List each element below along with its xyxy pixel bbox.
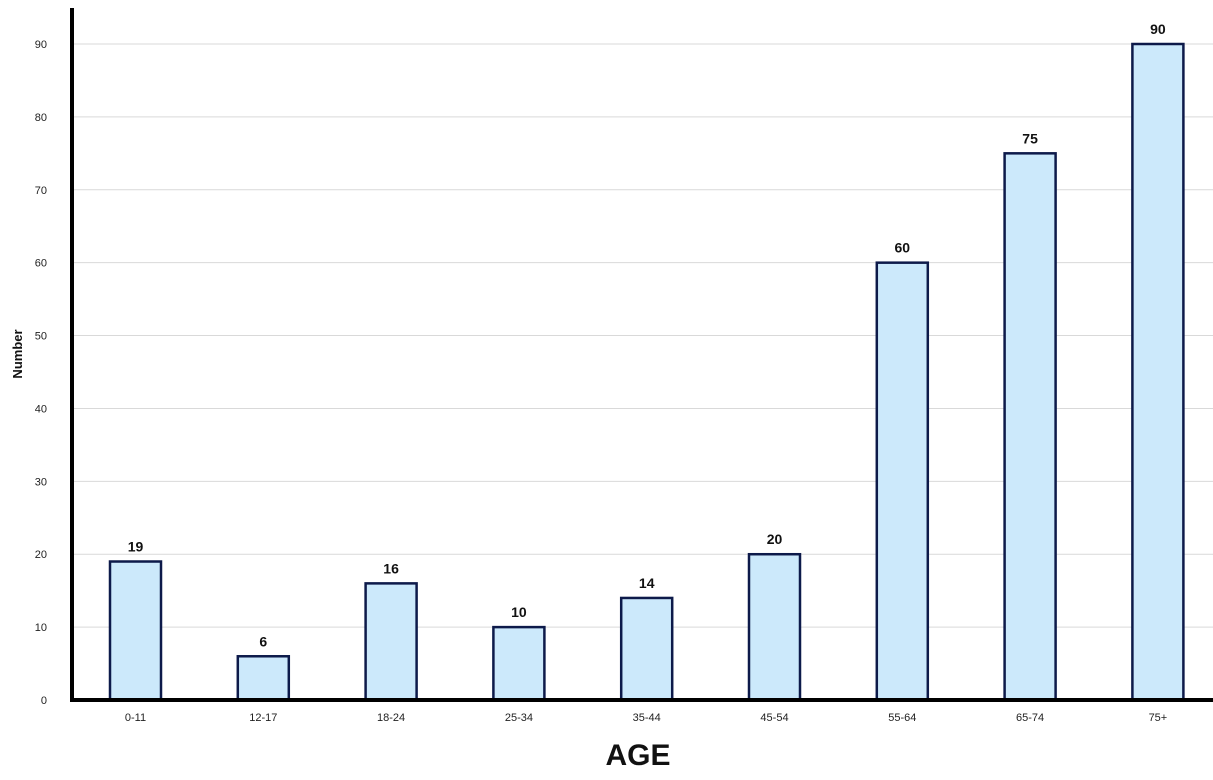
x-tick-label: 18-24 xyxy=(377,712,405,724)
value-label: 6 xyxy=(259,633,267,649)
bar-25-34 xyxy=(492,625,546,702)
y-tick-label: 80 xyxy=(35,112,47,124)
value-label: 20 xyxy=(767,531,783,547)
bar-55-64 xyxy=(875,261,930,702)
bar-65-74 xyxy=(1003,152,1057,702)
x-tick-label: 45-54 xyxy=(760,712,788,724)
y-axis-title: Number xyxy=(10,329,25,378)
bar-75+ xyxy=(1131,42,1185,702)
x-tick-label: 12-17 xyxy=(249,712,277,724)
x-tick-label: 65-74 xyxy=(1016,712,1044,724)
x-tick-label: 35-44 xyxy=(633,712,661,724)
y-tick-label: 60 xyxy=(35,258,47,270)
x-tick-label: 0-11 xyxy=(125,712,146,724)
x-tick-label: 55-64 xyxy=(888,712,916,724)
gridlines xyxy=(72,43,1213,628)
x-tick-label: 75+ xyxy=(1149,712,1168,724)
y-tick-label: 40 xyxy=(35,403,47,415)
y-tick-label: 10 xyxy=(35,622,47,634)
bar-0-11 xyxy=(108,560,163,702)
value-label: 90 xyxy=(1150,21,1166,37)
bar-12-17 xyxy=(236,655,291,702)
y-tick-label: 0 xyxy=(41,695,47,707)
bar-45-54 xyxy=(747,552,802,702)
value-label: 10 xyxy=(511,604,527,620)
bar-35-44 xyxy=(619,596,674,702)
value-label: 14 xyxy=(639,575,655,591)
value-label: 19 xyxy=(128,539,144,555)
y-tick-label: 90 xyxy=(35,39,47,51)
value-label: 75 xyxy=(1022,130,1038,146)
bars xyxy=(108,42,1185,702)
value-labels: 19 6 16 10 14 20 60 75 90 xyxy=(128,21,1166,649)
y-axis-ticks: 0 10 20 30 40 50 60 70 80 90 xyxy=(35,39,47,707)
bar-18-24 xyxy=(364,582,418,702)
x-axis-ticks: 0-11 12-17 18-24 25-34 35-44 45-54 55-64 65-74 7… xyxy=(125,712,1167,724)
value-label: 16 xyxy=(383,560,399,576)
y-tick-label: 20 xyxy=(35,549,47,561)
y-tick-label: 70 xyxy=(35,185,47,197)
value-label: 60 xyxy=(895,240,911,256)
y-tick-label: 30 xyxy=(35,476,47,488)
x-tick-label: 25-34 xyxy=(505,712,533,724)
x-axis-title: AGE xyxy=(605,739,670,772)
y-tick-label: 50 xyxy=(35,331,47,343)
